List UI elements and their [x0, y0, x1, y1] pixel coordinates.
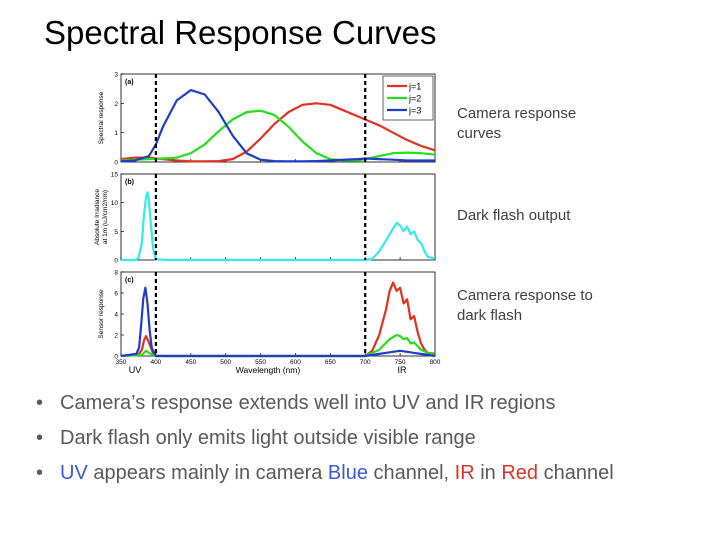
region-label-ir: IR — [398, 365, 408, 375]
bullet-text: in — [474, 462, 502, 484]
y-axis-label: Absolute Irradianceat 1m (uJ/cm2/nm) — [94, 189, 109, 245]
panel-label: (c) — [125, 277, 134, 284]
spectral-figure: 0 1 2 3 Spectral response (a) j=1 j=2 j=3 0 5 10 15 A… — [94, 72, 441, 376]
series-line-cyan — [121, 191, 436, 262]
x-tick-label: 550 — [255, 359, 266, 366]
slide-title: Spectral Response Curves — [44, 14, 437, 51]
x-tick-label: 650 — [325, 359, 336, 366]
panel-frame — [120, 271, 436, 357]
x-tick-label: 600 — [290, 359, 301, 366]
y-tick-label: 15 — [111, 172, 119, 179]
y-tick-label: 0 — [114, 258, 118, 265]
bullet-item: • Camera’s response extends well into UV… — [36, 392, 614, 427]
bullet-text: Dark flash only emits light outside visi… — [60, 427, 476, 449]
bullet-list: • Camera’s response extends well into UV… — [36, 392, 614, 497]
panel-label: (a) — [125, 79, 134, 86]
y-tick-label: 4 — [114, 312, 118, 319]
legend-label: j=1 — [408, 82, 421, 92]
bullet-text: channel — [538, 462, 614, 484]
x-tick-label: 700 — [360, 359, 371, 366]
bullet-item: • Dark flash only emits light outside vi… — [36, 427, 614, 462]
y-tick-label: 3 — [114, 72, 118, 79]
red-word: Red — [501, 462, 539, 484]
y-axis-label: Spectral response — [98, 91, 105, 144]
series-line-green — [120, 109, 436, 162]
x-tick-label: 400 — [150, 359, 161, 366]
y-tick-label: 5 — [114, 229, 118, 236]
y-axis-label: Sensor response — [98, 289, 105, 339]
x-tick-label: 800 — [430, 359, 441, 366]
y-tick-label: 2 — [114, 333, 118, 340]
x-axis-label: Wavelength (nm) — [236, 365, 301, 375]
blue-word: Blue — [327, 462, 368, 484]
bullet-dot: • — [36, 427, 44, 449]
legend-label: j=3 — [408, 106, 421, 116]
series-line-blue — [120, 88, 435, 163]
panel-label: (b) — [125, 179, 134, 186]
bullet-item: • UV appears mainly in camera Blue chann… — [36, 462, 614, 497]
y-tick-label: 10 — [111, 200, 119, 207]
series-line-red — [120, 281, 436, 358]
y-tick-label: 8 — [114, 270, 118, 277]
y-tick-label: 1 — [114, 130, 118, 137]
bullet-text: channel, — [367, 462, 455, 484]
series-line-blue — [120, 286, 436, 358]
x-tick-label: 350 — [116, 359, 127, 366]
series-line-red — [120, 102, 436, 163]
y-tick-label: 0 — [114, 354, 118, 361]
series-line-green — [120, 333, 436, 358]
x-tick-label: 450 — [185, 359, 196, 366]
ir-word: IR — [454, 462, 475, 484]
y-tick-label: 6 — [114, 291, 118, 298]
panel-frame — [120, 173, 436, 261]
y-tick-label: 2 — [114, 101, 118, 108]
caption-camera-response: Camera response curves — [457, 105, 577, 142]
region-label-uv: UV — [129, 365, 142, 375]
bullet-dot: • — [36, 392, 44, 414]
y-tick-label: 0 — [114, 160, 118, 167]
x-tick-label: 500 — [220, 359, 231, 366]
uv-word: UV — [60, 462, 88, 484]
caption-dark-flash-output: Dark flash output — [457, 207, 571, 224]
bullet-dot: • — [36, 462, 44, 484]
bullet-text: appears mainly in camera — [87, 462, 328, 484]
x-tick-label: 750 — [395, 359, 406, 366]
bullet-text: Camera’s response extends well into UV a… — [60, 392, 556, 414]
legend-label: j=2 — [408, 94, 421, 104]
caption-sensor-response: Camera response to dark flash — [457, 287, 593, 324]
